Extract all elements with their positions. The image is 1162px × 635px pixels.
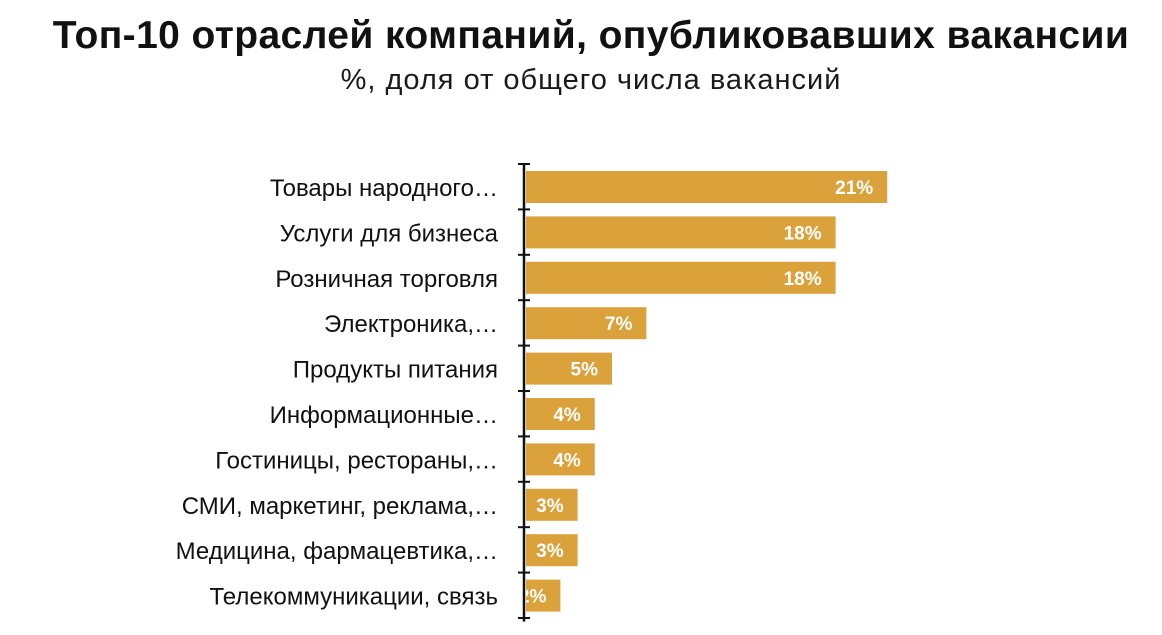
bar: [526, 307, 647, 340]
chart-subtitle: %, доля от общего числа вакансий: [340, 64, 842, 96]
bar: [526, 352, 612, 385]
category-label: Розничная торговля: [275, 266, 498, 293]
category-label: Услуги для бизнеса: [280, 220, 499, 247]
bars-group: 21% 18% 18% 7% 5% 4% 4% 3% 3% 2%: [519, 171, 888, 612]
category-label: Электроника,…: [324, 311, 498, 338]
chart-title: Топ-10 отраслей компаний, опубликовавших…: [52, 14, 1130, 57]
bar-value-label: 18%: [784, 223, 822, 244]
bar-value-label: 21%: [835, 178, 873, 199]
category-label: Товары народного…: [270, 175, 498, 202]
bar-value-label: 18%: [784, 269, 822, 290]
bar: [526, 216, 836, 249]
category-label: Медицина, фармацевтика,…: [176, 538, 498, 565]
category-label: СМИ, маркетинг, реклама,…: [182, 493, 498, 520]
bar-value-label: 4%: [553, 405, 581, 426]
bar-value-label: 5%: [571, 360, 599, 381]
bar: [526, 488, 578, 521]
bar: [526, 261, 836, 294]
bar: [526, 171, 888, 203]
category-label: Гостиницы, рестораны,…: [215, 447, 498, 474]
bar: [526, 398, 595, 430]
category-label: Продукты питания: [293, 357, 498, 384]
bar: [526, 579, 561, 612]
category-axis: Товары народного… Услуги для бизнеса Розни…: [176, 163, 530, 622]
bar: [526, 443, 595, 476]
bar-value-label: 3%: [536, 541, 564, 562]
category-label: Информационные…: [270, 402, 498, 429]
category-label: Телекоммуникации, связь: [209, 584, 498, 611]
bar-value-label: 7%: [605, 314, 633, 335]
bar-value-label: 3%: [536, 496, 564, 517]
bar-value-label: 4%: [553, 450, 581, 471]
bar: [526, 534, 578, 567]
bar-value-label: 2%: [519, 587, 547, 608]
